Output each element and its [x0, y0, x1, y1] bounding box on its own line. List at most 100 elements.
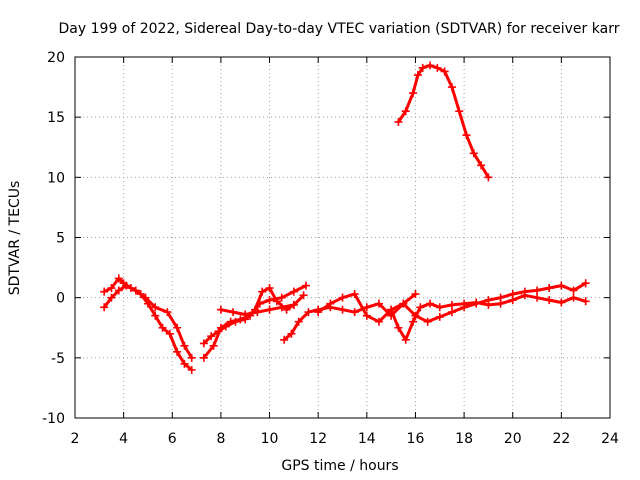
data-point — [409, 89, 418, 98]
x-tick-label: 18 — [455, 431, 473, 447]
data-point — [374, 317, 383, 326]
data-point — [207, 332, 216, 341]
data-point — [158, 323, 167, 332]
data-point — [165, 329, 174, 338]
data-point — [581, 279, 590, 288]
data-point — [173, 323, 182, 332]
data-point — [229, 308, 238, 317]
data-point — [326, 299, 335, 308]
data-point — [302, 281, 311, 290]
data-point — [374, 299, 383, 308]
data-point — [277, 293, 286, 302]
data-point — [100, 287, 109, 296]
data-point — [508, 296, 517, 305]
data-point — [394, 323, 403, 332]
data-point — [362, 303, 371, 312]
data-point — [216, 323, 225, 332]
data-point — [447, 308, 456, 317]
data-point — [236, 315, 245, 324]
data-point — [265, 305, 274, 314]
data-point — [362, 311, 371, 320]
series-line-trace-2 — [102, 284, 194, 360]
data-point — [416, 303, 425, 312]
data-point — [122, 281, 131, 290]
data-point — [258, 287, 267, 296]
data-point — [569, 293, 578, 302]
data-point — [426, 61, 435, 70]
data-point — [294, 317, 303, 326]
data-point — [180, 341, 189, 350]
grid-layer — [75, 57, 610, 418]
data-point — [545, 296, 554, 305]
data-point — [401, 107, 410, 116]
x-tick-label: 2 — [71, 431, 80, 447]
data-point — [533, 286, 542, 295]
data-point — [151, 311, 160, 320]
data-point — [447, 83, 456, 92]
data-point — [289, 300, 298, 309]
data-point — [163, 308, 172, 317]
y-tick-label: 20 — [47, 50, 65, 66]
series-layer — [100, 61, 590, 374]
data-point — [338, 305, 347, 314]
x-tick-label: 14 — [358, 431, 376, 447]
data-point — [435, 312, 444, 321]
data-point — [557, 281, 566, 290]
y-tick-label: 0 — [56, 291, 65, 307]
data-point — [409, 317, 418, 326]
data-point — [277, 303, 286, 312]
data-point — [107, 284, 116, 293]
x-tick-label: 6 — [168, 431, 177, 447]
x-tick-label: 8 — [216, 431, 225, 447]
data-point — [289, 287, 298, 296]
series-line-trace-4 — [202, 284, 308, 360]
x-axis-label: GPS time / hours — [281, 458, 398, 474]
x-tick-label: 12 — [309, 431, 327, 447]
data-point — [426, 299, 435, 308]
series-line-trace-9 — [396, 63, 490, 179]
data-point — [399, 299, 408, 308]
data-point — [114, 286, 123, 295]
data-point — [107, 293, 116, 302]
data-point — [350, 308, 359, 317]
data-point — [151, 303, 160, 312]
data-point — [435, 303, 444, 312]
data-point — [557, 298, 566, 307]
data-point — [241, 310, 250, 319]
data-point — [131, 286, 140, 295]
data-point — [253, 308, 262, 317]
data-point — [280, 335, 289, 344]
chart-title: Day 199 of 2022, Sidereal Day-to-day VTE… — [59, 21, 620, 37]
data-point — [496, 299, 505, 308]
data-point — [433, 63, 442, 72]
data-point — [199, 353, 208, 362]
data-point — [199, 339, 208, 348]
data-point — [545, 284, 554, 293]
data-point — [209, 341, 218, 350]
data-point — [440, 67, 449, 76]
y-tick-label: 15 — [47, 110, 65, 126]
x-tick-label: 24 — [601, 431, 619, 447]
data-point — [304, 308, 313, 317]
data-point — [423, 317, 432, 326]
data-point — [484, 173, 493, 182]
data-point — [418, 63, 427, 72]
data-point — [520, 291, 529, 300]
data-point — [265, 284, 274, 293]
data-point — [226, 317, 235, 326]
data-point — [287, 329, 296, 338]
data-point — [469, 149, 478, 158]
x-tick-label: 20 — [504, 431, 522, 447]
data-point — [472, 298, 481, 307]
data-point — [114, 274, 123, 283]
data-point — [477, 161, 486, 170]
data-point — [173, 347, 182, 356]
data-point — [455, 107, 464, 116]
data-point — [462, 131, 471, 140]
data-point — [401, 335, 410, 344]
data-point — [447, 300, 456, 309]
x-tick-label: 10 — [261, 431, 279, 447]
y-tick-label: -5 — [51, 351, 65, 367]
